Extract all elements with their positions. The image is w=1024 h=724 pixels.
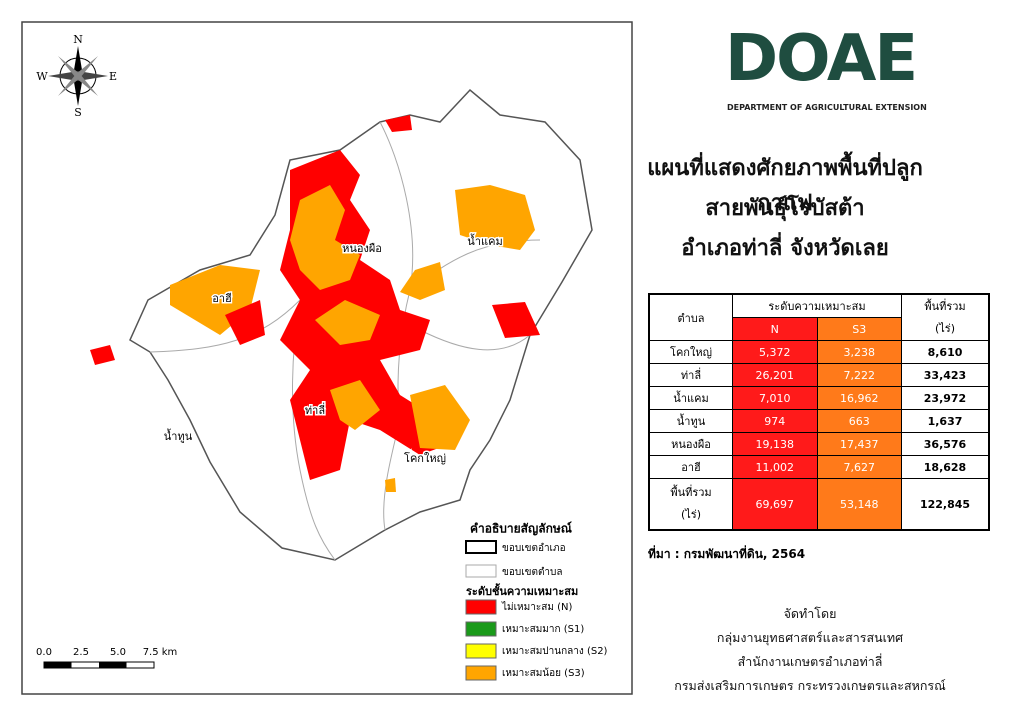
compass-n: N <box>73 33 83 46</box>
row-place: น้ำทูน <box>648 409 733 433</box>
title: สายพันธุ์โรบัสต้า <box>705 196 865 221</box>
legend-label: เหมาะสมน้อย (S3) <box>502 667 585 679</box>
scale-bar: 0.0 2.5 5.0 7.5 km <box>36 647 178 669</box>
row-total: 36,576 <box>901 432 990 456</box>
compass: N S E W <box>36 33 117 119</box>
footer-label-line: (ไร่) <box>680 508 702 521</box>
row-s3: 663 <box>816 409 902 433</box>
place-label: น้ำทูน <box>164 428 193 443</box>
header-n: N <box>732 317 818 341</box>
row-s3: 7,222 <box>816 363 902 387</box>
row-total: 23,972 <box>901 386 990 410</box>
title: อำเภอท่าลี่ จังหวัดเลย <box>681 236 889 261</box>
row-s3: 7,627 <box>816 455 902 479</box>
credit: กลุ่มงานยุทธศาสตร์และสารสนเทศ <box>716 630 904 645</box>
header-s3: S3 <box>816 317 902 341</box>
legend-swatch <box>465 540 497 554</box>
footer-s3: 53,148 <box>816 478 902 531</box>
compass-s: S <box>74 106 82 119</box>
header-group: ระดับความเหมาะสม <box>732 293 902 318</box>
legend-label: เหมาะสมมาก (S1) <box>502 624 584 635</box>
row-n: 19,138 <box>732 432 818 456</box>
place-label: ท่าลี่ <box>305 402 325 417</box>
row-total: 8,610 <box>901 340 990 364</box>
legend-label: ไม่เหมาะสม (N) <box>501 601 572 613</box>
scale-label: 0.0 <box>36 647 52 658</box>
legend: คำอธิบายสัญลักษณ์ ขอบเขตอำเภอ ขอบเขตตำบล… <box>465 522 608 681</box>
logo-mark: DOAE <box>725 22 918 96</box>
header-total-line: พื้นที่รวม <box>924 299 966 313</box>
scale-label: 2.5 <box>73 647 89 658</box>
header-place: ตำบล <box>648 293 733 341</box>
legend-swatch <box>465 643 497 659</box>
legend-swatch <box>465 564 497 578</box>
table-row: น้ำทูน 974 663 1,637 <box>648 409 990 433</box>
row-s3: 3,238 <box>816 340 902 364</box>
compass-e: E <box>109 70 117 83</box>
row-place: โคกใหญ่ <box>648 340 733 364</box>
legend-title: คำอธิบายสัญลักษณ์ <box>470 522 572 536</box>
legend-swatch <box>465 665 497 681</box>
row-total: 1,637 <box>901 409 990 433</box>
place-label: หนองผือ <box>342 242 382 255</box>
table-row: ท่าลี่ 26,201 7,222 33,423 <box>648 363 990 387</box>
place-labels: หนองผือ น้ำแคม อาฮี ท่าลี่ น้ำทูน โคกใหญ… <box>162 232 504 467</box>
row-n: 5,372 <box>732 340 818 364</box>
footer-total: 122,845 <box>901 478 990 531</box>
row-s3: 16,962 <box>816 386 902 410</box>
row-place: อาฮี <box>648 455 733 479</box>
credit: กรมส่งเสริมการเกษตร กระทรวงเกษตรและสหกรณ… <box>674 678 946 693</box>
map: N S E W หนองผือ น้ำแคม อาฮี ท่าลี่ น้ำทู… <box>21 21 633 695</box>
legend-label: ขอบเขตอำเภอ <box>502 543 566 554</box>
row-total: 33,423 <box>901 363 990 387</box>
legend-subtitle: ระดับชั้นความเหมาะสม <box>466 583 578 598</box>
title: แผนที่แสดงศักยภาพพื้นที่ปลูกกาแฟ <box>647 156 923 216</box>
legend-swatch <box>465 599 497 615</box>
place-label: อาฮี <box>212 292 232 305</box>
place-label: น้ำแคม <box>467 233 502 248</box>
footer-label-line: พื้นที่รวม <box>670 486 712 499</box>
table-row: หนองผือ 19,138 17,437 36,576 <box>648 432 990 456</box>
legend-label: ขอบเขตตำบล <box>502 567 563 578</box>
scale-label: 5.0 <box>110 647 126 658</box>
row-total: 18,628 <box>901 455 990 479</box>
source: ที่มา : กรมพัฒนาที่ดิน, 2564 <box>648 547 806 561</box>
header-total: พื้นที่รวม (ไร่) <box>901 293 990 341</box>
row-place: หนองผือ <box>648 432 733 456</box>
suitability-areas <box>90 115 540 492</box>
header-total-line: (ไร่) <box>934 321 956 335</box>
scale-label: 7.5 km <box>143 647 178 658</box>
footer-n: 69,697 <box>732 478 818 531</box>
row-place: ท่าลี่ <box>648 363 733 387</box>
compass-w: W <box>36 70 48 83</box>
row-n: 26,201 <box>732 363 818 387</box>
legend-label: เหมาะสมปานกลาง (S2) <box>502 646 608 657</box>
row-place: น้ำแคม <box>648 386 733 410</box>
table-footer: พื้นที่รวม (ไร่) 69,697 53,148 122,845 <box>648 478 990 531</box>
row-n: 7,010 <box>732 386 818 410</box>
row-s3: 17,437 <box>816 432 902 456</box>
table-row: อาฮี 11,002 7,627 18,628 <box>648 455 990 479</box>
row-n: 974 <box>732 409 818 433</box>
logo-name: DEPARTMENT OF AGRICULTURAL EXTENSION <box>727 103 927 112</box>
row-n: 11,002 <box>732 455 818 479</box>
area-table: ตำบล ระดับความเหมาะสม พื้นที่รวม (ไร่) N … <box>648 293 990 531</box>
footer-label: พื้นที่รวม (ไร่) <box>648 478 733 531</box>
credit: สำนักงานเกษตรอำเภอท่าลี่ <box>737 654 883 669</box>
legend-swatch <box>465 621 497 637</box>
table-row: น้ำแคม 7,010 16,962 23,972 <box>648 386 990 410</box>
table-row: โคกใหญ่ 5,372 3,238 8,610 <box>648 340 990 364</box>
credit: จัดทำโดย <box>783 606 837 621</box>
place-label: โคกใหญ่ <box>404 451 446 465</box>
